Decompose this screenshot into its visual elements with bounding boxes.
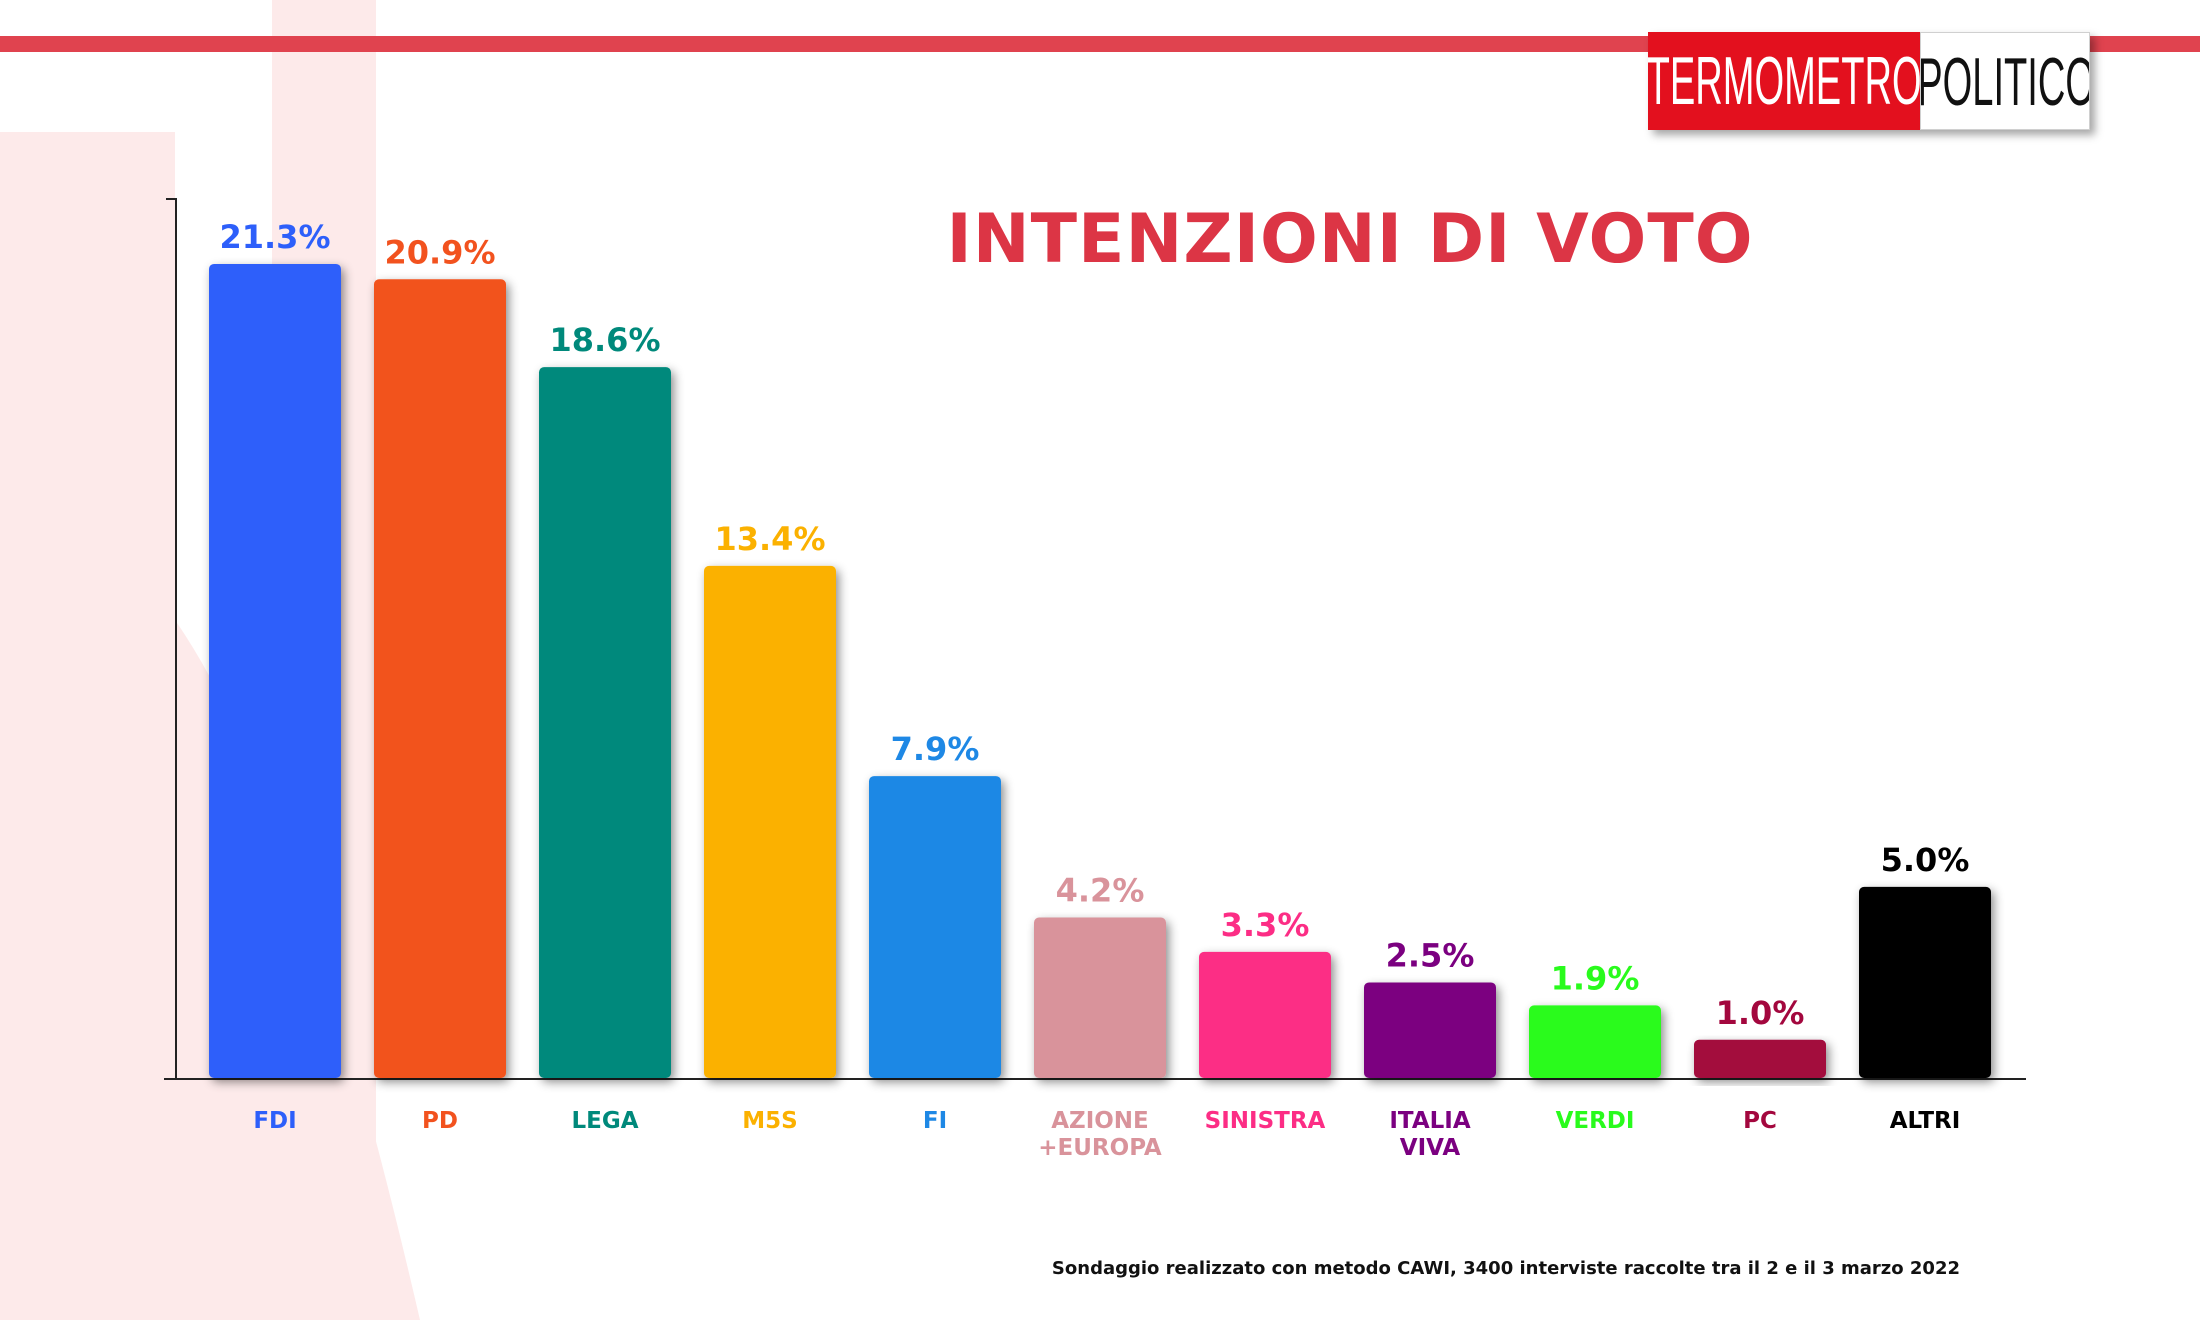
value-label: 4.2% <box>1056 871 1145 909</box>
category-label: +EUROPA <box>1038 1135 1162 1161</box>
value-label: 3.3% <box>1221 906 1310 944</box>
bars-group <box>209 263 1991 1079</box>
category-label: PD <box>422 1108 458 1134</box>
logo-text-right: POLITICO <box>1920 44 2090 120</box>
bar-pc <box>1694 1039 1826 1078</box>
category-label: M5S <box>742 1108 797 1134</box>
bar-italia-viva <box>1364 982 1496 1078</box>
value-label: 7.9% <box>891 730 980 768</box>
value-label: 18.6% <box>549 321 660 359</box>
value-labels-group: 21.3% 20.9% 18.6% 13.4% 7.9% 4.2% 3.3% 2.5% 1.9%… <box>219 218 1969 1032</box>
bar-verdi <box>1529 1005 1661 1078</box>
bar-azione-europa <box>1034 917 1166 1078</box>
value-label: 5.0% <box>1881 841 1970 879</box>
bar-lega <box>539 367 671 1079</box>
category-label: SINISTRA <box>1205 1108 1326 1134</box>
chart-title: INTENZIONI DI VOTO <box>946 200 1754 279</box>
category-label: FI <box>923 1108 947 1134</box>
chart-axes <box>164 198 2026 1080</box>
category-labels-group: FDI PD LEGA M5S FI AZIONE+EUROPA SINISTRA ITALI… <box>253 1108 1960 1161</box>
value-label: 13.4% <box>714 520 825 558</box>
brand-logo: TERMOMETRO POLITICO <box>1648 32 2090 130</box>
footnote: Sondaggio realizzato con metodo CAWI, 34… <box>1051 1258 1960 1279</box>
value-label: 2.5% <box>1386 936 1475 974</box>
category-label: VIVA <box>1400 1135 1461 1161</box>
value-label: 1.0% <box>1716 994 1805 1032</box>
category-label: ITALIA <box>1389 1108 1470 1134</box>
value-label: 1.9% <box>1551 959 1640 997</box>
category-label: FDI <box>253 1108 296 1134</box>
category-label: ALTRI <box>1890 1108 1961 1134</box>
bar-fi <box>869 776 1001 1078</box>
logo-text-left: TERMOMETRO <box>1648 43 1920 119</box>
category-label: PC <box>1743 1108 1777 1134</box>
value-label: 20.9% <box>384 233 495 271</box>
category-label: AZIONE <box>1051 1108 1149 1134</box>
value-label: 21.3% <box>219 218 330 256</box>
category-label: LEGA <box>571 1108 638 1134</box>
bar-pd <box>374 279 506 1078</box>
bar-sinistra <box>1199 951 1331 1078</box>
bar-fdi <box>209 263 341 1078</box>
bar-altri <box>1859 886 1991 1078</box>
category-label: VERDI <box>1556 1108 1635 1134</box>
bar-m5s <box>704 565 836 1078</box>
